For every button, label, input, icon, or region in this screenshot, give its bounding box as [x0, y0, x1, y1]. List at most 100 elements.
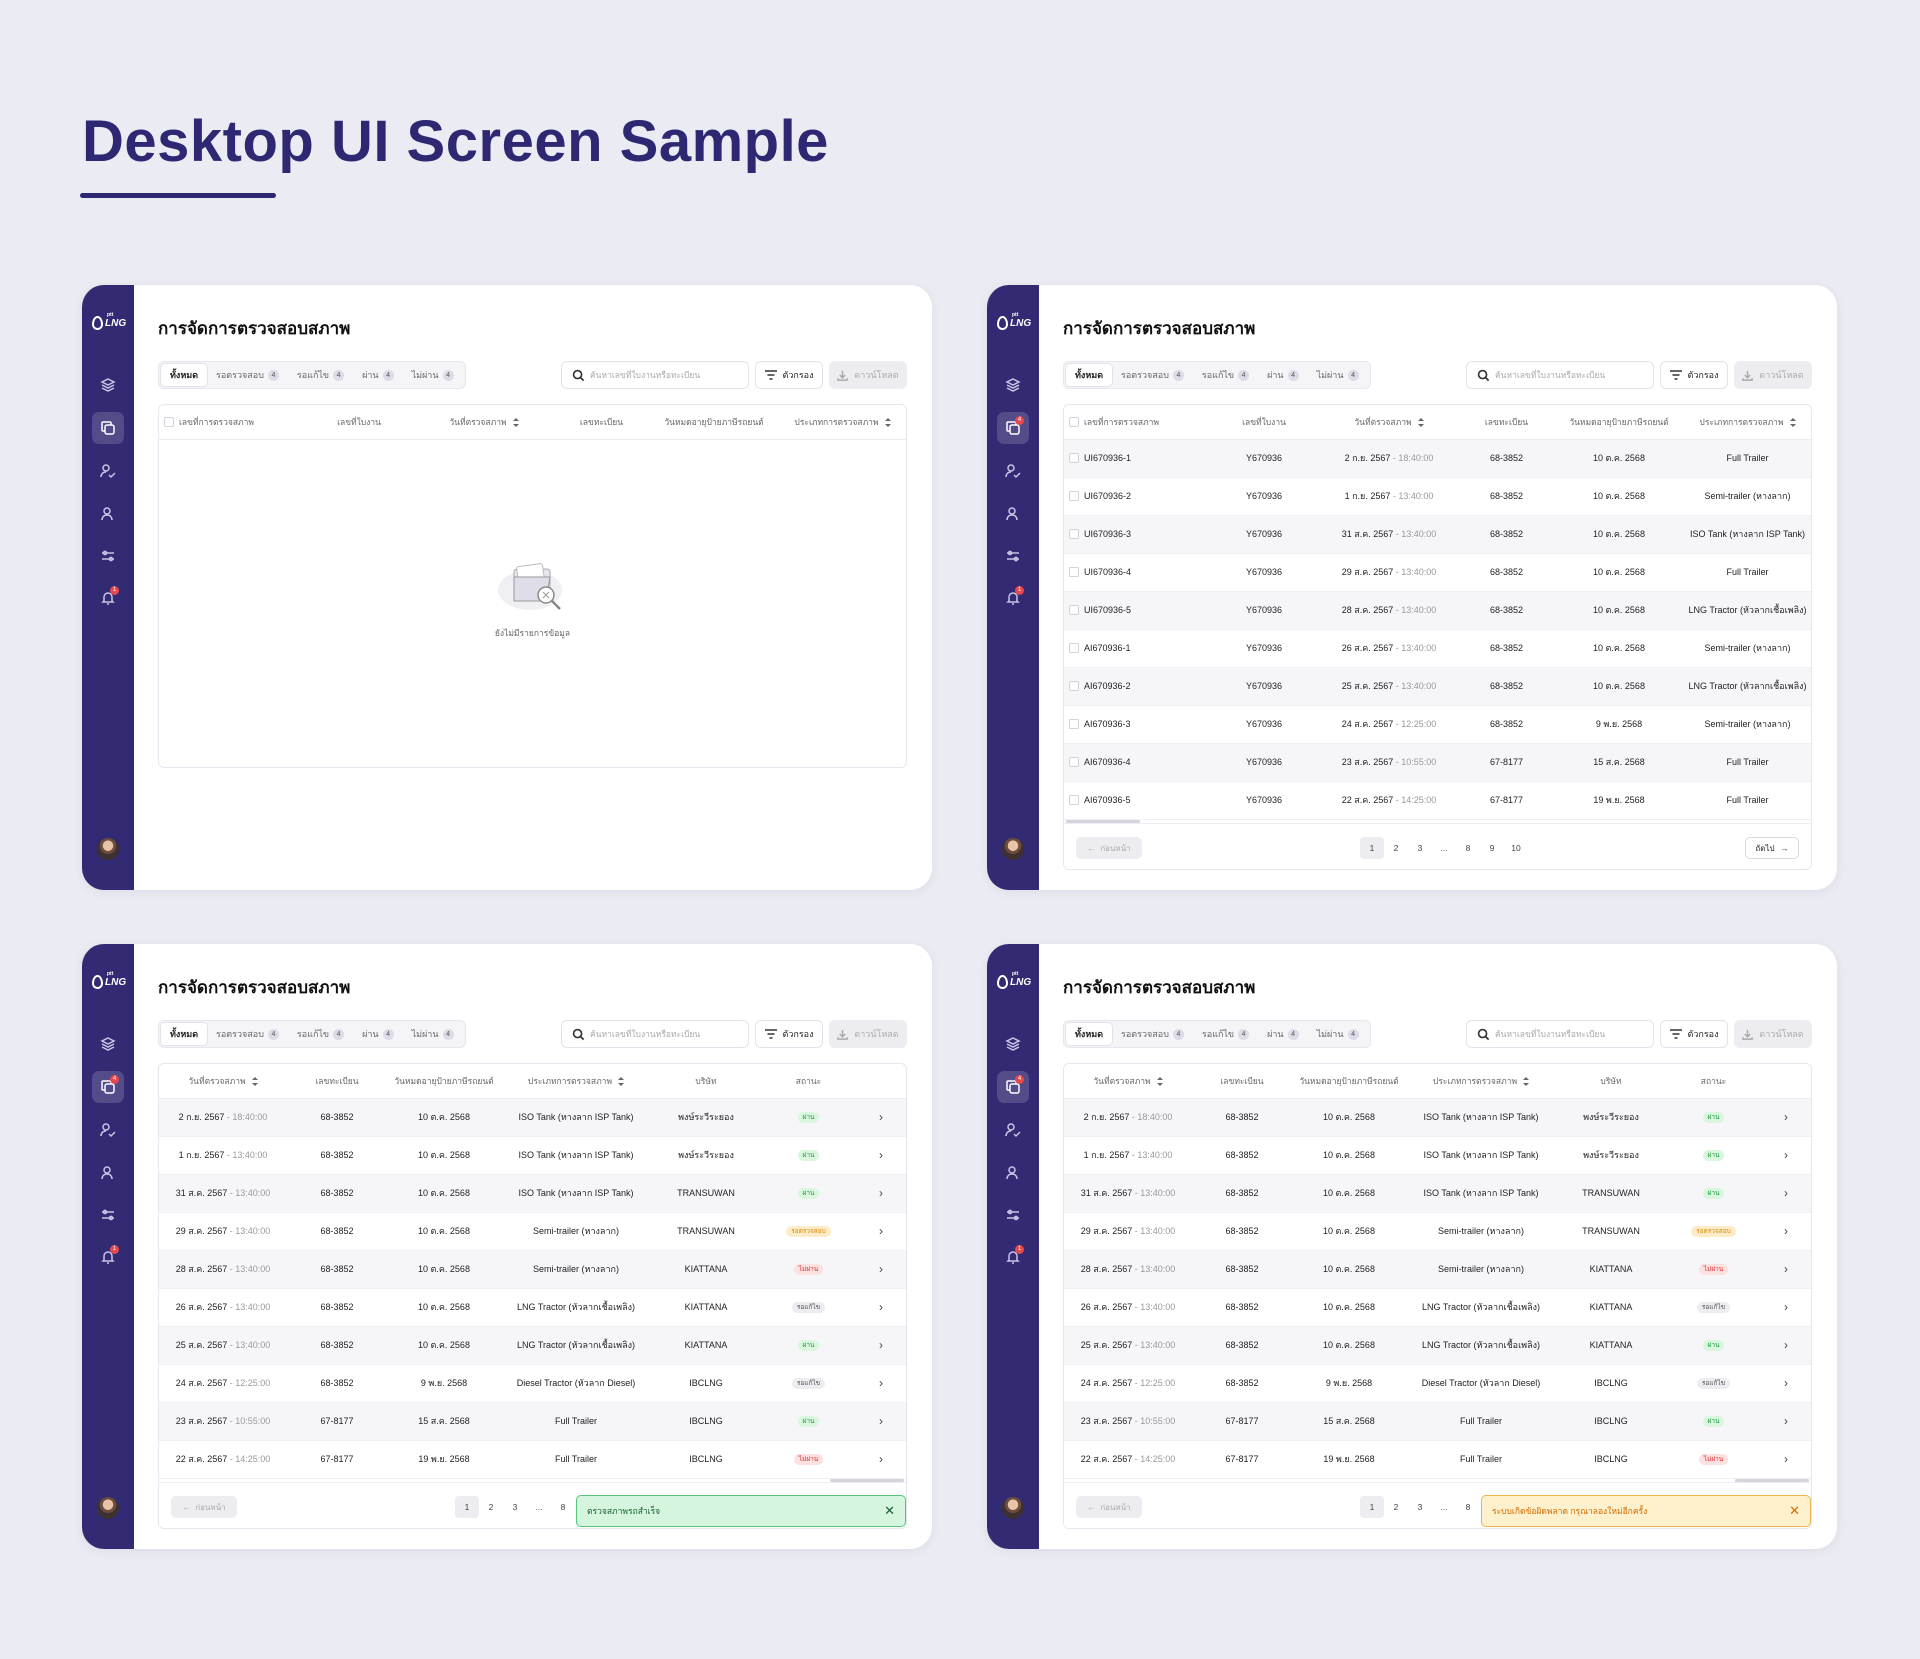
table-row[interactable]: 25 ส.ค. 2567 - 13:40:00 68-3852 10 ต.ค. 25… — [159, 1326, 906, 1365]
col-inspection-date[interactable]: วันที่ตรวจสภาพ — [414, 405, 554, 440]
page-8[interactable]: 8 — [1465, 843, 1471, 853]
tab-3[interactable]: ผ่าน 4 — [1258, 364, 1307, 386]
row-action[interactable]: › — [856, 1250, 906, 1289]
nav-users-button[interactable] — [92, 498, 124, 530]
prev-button[interactable]: ← ก่อนหน้า — [1076, 837, 1142, 859]
row-checkbox[interactable] — [1069, 605, 1079, 616]
page-1[interactable]: 1 — [455, 1496, 479, 1518]
table-row[interactable]: 2 ก.ย. 2567 - 18:40:00 68-3852 10 ต.ค. 256… — [1064, 1098, 1811, 1137]
nav-notification-button[interactable]: 1 — [92, 582, 124, 614]
avatar[interactable] — [97, 1497, 119, 1519]
nav-users-button[interactable] — [997, 498, 1029, 530]
tab-4[interactable]: ไม่ผ่าน 4 — [403, 1023, 463, 1045]
nav-inspection-button[interactable]: 4 — [997, 412, 1029, 444]
select-all-checkbox[interactable] — [1069, 417, 1079, 428]
nav-users-button[interactable] — [997, 1157, 1029, 1189]
table-row[interactable]: UI670936-5 Y670936 28 ส.ค. 2567 - 13:40:00… — [1064, 591, 1811, 630]
row-action[interactable]: › — [856, 1364, 906, 1403]
row-action[interactable]: › — [856, 1440, 906, 1479]
page-1[interactable]: 1 — [1360, 837, 1384, 859]
nav-inspector-button[interactable] — [997, 1114, 1029, 1146]
table-row[interactable]: 29 ส.ค. 2567 - 13:40:00 68-3852 10 ต.ค. 25… — [1064, 1212, 1811, 1251]
table-row[interactable]: 1 ก.ย. 2567 - 13:40:00 68-3852 10 ต.ค. 256… — [1064, 1136, 1811, 1175]
page-3[interactable]: 3 — [512, 1502, 518, 1512]
tab-1[interactable]: รอตรวจสอบ 4 — [1112, 1023, 1193, 1045]
table-row[interactable]: 24 ส.ค. 2567 - 12:25:00 68-3852 9 พ.ย. 256… — [159, 1364, 906, 1403]
row-action[interactable]: › — [1761, 1288, 1811, 1327]
table-row[interactable]: 26 ส.ค. 2567 - 13:40:00 68-3852 10 ต.ค. 25… — [159, 1288, 906, 1327]
row-checkbox[interactable] — [1069, 757, 1079, 768]
table-row[interactable]: 31 ส.ค. 2567 - 13:40:00 68-3852 10 ต.ค. 25… — [1064, 1174, 1811, 1213]
horizontal-scrollbar[interactable] — [830, 1479, 904, 1482]
table-row[interactable]: UI670936-1 Y670936 2 ก.ย. 2567 - 18:40:00 6… — [1064, 439, 1811, 478]
table-row[interactable]: 31 ส.ค. 2567 - 13:40:00 68-3852 10 ต.ค. 25… — [159, 1174, 906, 1213]
avatar[interactable] — [1002, 1497, 1024, 1519]
page-8[interactable]: 8 — [1465, 1502, 1471, 1512]
download-button[interactable]: ดาวน์โหลด — [1734, 1020, 1812, 1048]
tab-4[interactable]: ไม่ผ่าน 4 — [1308, 1023, 1368, 1045]
nav-notification-button[interactable]: 1 — [997, 1241, 1029, 1273]
nav-inspection-button[interactable] — [92, 412, 124, 444]
page-2[interactable]: 2 — [1393, 843, 1399, 853]
table-row[interactable]: 24 ส.ค. 2567 - 12:25:00 68-3852 9 พ.ย. 256… — [1064, 1364, 1811, 1403]
prev-button[interactable]: ← ก่อนหน้า — [1076, 1496, 1142, 1518]
row-checkbox[interactable] — [1069, 643, 1079, 654]
table-row[interactable]: 25 ส.ค. 2567 - 13:40:00 68-3852 10 ต.ค. 25… — [1064, 1326, 1811, 1365]
table-row[interactable]: UI670936-3 Y670936 31 ส.ค. 2567 - 13:40:00… — [1064, 515, 1811, 554]
row-checkbox[interactable] — [1069, 529, 1079, 540]
page-2[interactable]: 2 — [488, 1502, 494, 1512]
nav-settings-button[interactable] — [92, 540, 124, 572]
page-1[interactable]: 1 — [1360, 1496, 1384, 1518]
horizontal-scrollbar[interactable] — [1735, 1479, 1809, 1482]
tab-0[interactable]: ทั้งหมด — [161, 1023, 208, 1045]
filter-button[interactable]: ตัวกรอง — [1660, 361, 1728, 389]
table-row[interactable]: 29 ส.ค. 2567 - 13:40:00 68-3852 10 ต.ค. 25… — [159, 1212, 906, 1251]
tab-3[interactable]: ผ่าน 4 — [1258, 1023, 1307, 1045]
nav-settings-button[interactable] — [997, 1199, 1029, 1231]
tab-0[interactable]: ทั้งหมด — [1066, 1023, 1113, 1045]
table-row[interactable]: 22 ส.ค. 2567 - 14:25:00 67-8177 19 พ.ย. 25… — [1064, 1440, 1811, 1479]
row-checkbox[interactable] — [1069, 795, 1079, 806]
row-checkbox[interactable] — [1069, 681, 1079, 692]
nav-notification-button[interactable]: 1 — [92, 1241, 124, 1273]
tab-2[interactable]: รอแก้ไข 4 — [288, 1023, 353, 1045]
row-action[interactable]: › — [856, 1402, 906, 1441]
tab-2[interactable]: รอแก้ไข 4 — [1193, 364, 1258, 386]
table-row[interactable]: AI670936-3 Y670936 24 ส.ค. 2567 - 12:25:00… — [1064, 705, 1811, 744]
download-button[interactable]: ดาวน์โหลด — [1734, 361, 1812, 389]
col-inspection-date[interactable]: วันที่ตรวจสภาพ — [159, 1064, 287, 1099]
tab-3[interactable]: ผ่าน 4 — [353, 364, 402, 386]
nav-layers-button[interactable] — [997, 369, 1029, 401]
table-row[interactable]: 23 ส.ค. 2567 - 10:55:00 67-8177 15 ส.ค. 25… — [159, 1402, 906, 1441]
table-row[interactable]: 23 ส.ค. 2567 - 10:55:00 67-8177 15 ส.ค. 25… — [1064, 1402, 1811, 1441]
table-row[interactable]: UI670936-4 Y670936 29 ส.ค. 2567 - 13:40:00… — [1064, 553, 1811, 592]
tab-4[interactable]: ไม่ผ่าน 4 — [1308, 364, 1368, 386]
row-checkbox[interactable] — [1069, 567, 1079, 578]
col-inspection-date[interactable]: วันที่ตรวจสภาพ — [1064, 1064, 1192, 1099]
tab-0[interactable]: ทั้งหมด — [161, 364, 208, 386]
avatar[interactable] — [1002, 838, 1024, 860]
search-input[interactable]: ค้นหาเลขที่ใบงานหรือทะเบียน — [1466, 361, 1654, 389]
row-action[interactable]: › — [1761, 1212, 1811, 1251]
row-checkbox[interactable] — [1069, 491, 1079, 502]
nav-users-button[interactable] — [92, 1157, 124, 1189]
search-input[interactable]: ค้นหาเลขที่ใบงานหรือทะเบียน — [561, 361, 749, 389]
table-row[interactable]: AI670936-1 Y670936 26 ส.ค. 2567 - 13:40:00… — [1064, 629, 1811, 668]
nav-settings-button[interactable] — [997, 540, 1029, 572]
table-row[interactable]: AI670936-5 Y670936 22 ส.ค. 2567 - 14:25:00… — [1064, 781, 1811, 820]
row-action[interactable]: › — [856, 1288, 906, 1327]
row-action[interactable]: › — [1761, 1136, 1811, 1175]
col-inspection-type[interactable]: ประเภทการตรวจสภาพ — [501, 1064, 651, 1099]
prev-button[interactable]: ← ก่อนหน้า — [171, 1496, 237, 1518]
row-action[interactable]: › — [1761, 1440, 1811, 1479]
close-icon[interactable]: ✕ — [1789, 1503, 1800, 1518]
table-row[interactable]: AI670936-2 Y670936 25 ส.ค. 2567 - 13:40:00… — [1064, 667, 1811, 706]
tab-0[interactable]: ทั้งหมด — [1066, 364, 1113, 386]
row-action[interactable]: › — [1761, 1326, 1811, 1365]
row-action[interactable]: › — [856, 1136, 906, 1175]
col-inspection-type[interactable]: ประเภทการตรวจสภาพ — [1684, 405, 1811, 440]
row-action[interactable]: › — [856, 1098, 906, 1137]
filter-button[interactable]: ตัวกรอง — [755, 1020, 823, 1048]
row-action[interactable]: › — [1761, 1250, 1811, 1289]
avatar[interactable] — [97, 838, 119, 860]
